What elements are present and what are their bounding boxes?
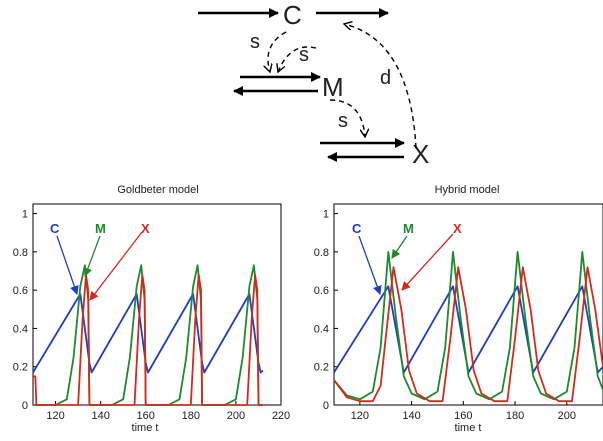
chart-hybrid: Hybrid model 0 0.2 0.4 0.6 0.8 1 120 140 160 180… [314, 184, 603, 434]
y-tick-label: 1 [22, 209, 28, 221]
node-m-label: M [322, 72, 344, 102]
y-tick-label: 0.8 [13, 247, 28, 259]
x-tick-label: 120 [351, 410, 369, 422]
edge-label-d: d [380, 67, 391, 89]
y-tick-label: 0.6 [13, 285, 28, 297]
x-tick-label: 200 [227, 410, 245, 422]
legend-label-m: M [403, 221, 414, 236]
edge-m-to-x [329, 99, 365, 137]
edge-label-s-2: s [299, 44, 309, 66]
y-axis: 0 0.2 0.4 0.6 0.8 1 [314, 209, 338, 412]
x-tick-label: 160 [454, 410, 472, 422]
y-tick-label: 0.2 [13, 362, 28, 374]
reaction-diagram: C M X s s s d [198, 0, 429, 169]
x-tick-label: 160 [137, 410, 155, 422]
chart-goldbeter: Goldbeter model 0 0.2 0.4 0.6 0.8 1 120 140 160… [13, 184, 290, 434]
y-tick-label: 0.8 [314, 247, 329, 259]
x-tick-label: 180 [506, 410, 524, 422]
series-lines [333, 250, 603, 403]
legend-label-x: X [141, 221, 150, 236]
y-axis: 0 0.2 0.4 0.6 0.8 1 [13, 209, 37, 412]
legend-arrow-m [83, 235, 101, 277]
edge-label-s-1: s [250, 31, 260, 53]
x-axis-label: time t [455, 422, 482, 434]
x-tick-label: 140 [91, 410, 109, 422]
y-tick-label: 0.2 [314, 362, 329, 374]
node-x-label: X [412, 139, 429, 169]
y-tick-label: 0 [22, 400, 28, 412]
y-tick-label: 1 [323, 209, 329, 221]
series-line-x [333, 266, 603, 403]
x-tick-label: 220 [272, 410, 290, 422]
edge-c-to-m-outer [268, 31, 287, 72]
x-axis: 120 140 160 180 200 [351, 401, 576, 422]
legend-arrow-c [358, 235, 382, 295]
edge-x-to-c [344, 24, 417, 149]
chart-title: Goldbeter model [117, 184, 198, 196]
legend-label-c: C [50, 221, 60, 236]
legend-label-c: C [352, 221, 362, 236]
series-line-c [333, 285, 603, 374]
legend-label-m: M [95, 221, 106, 236]
legend-arrow-x [89, 231, 143, 301]
legend-arrow-c [56, 235, 79, 295]
y-tick-label: 0 [323, 400, 329, 412]
legend-arrow-m [391, 235, 408, 259]
y-tick-label: 0.6 [314, 285, 329, 297]
series-line-m [333, 250, 603, 401]
x-axis-label: time t [132, 422, 159, 434]
edge-c-to-m-inner [278, 46, 317, 72]
series-line-x [33, 273, 263, 406]
x-tick-label: 180 [182, 410, 200, 422]
y-tick-label: 0.4 [314, 323, 329, 335]
chart-title: Hybrid model [435, 184, 500, 196]
legend-arrow-x [401, 233, 454, 291]
y-tick-label: 0.4 [13, 323, 28, 335]
x-axis: 120 140 160 180 200 220 [46, 401, 290, 422]
x-tick-label: 200 [558, 410, 576, 422]
node-c-label: C [283, 0, 302, 30]
x-tick-label: 140 [402, 410, 420, 422]
edge-label-s-3: s [338, 110, 348, 132]
x-tick-label: 120 [46, 410, 64, 422]
legend-label-x: X [453, 221, 462, 236]
